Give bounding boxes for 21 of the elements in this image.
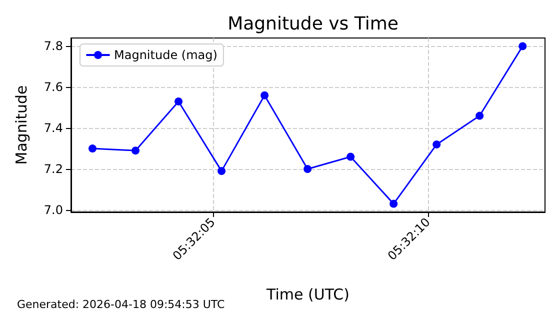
y-tick-label: 7.6 xyxy=(44,80,63,94)
text: Generated: 2026-04-18 09:54:53 UTC xyxy=(17,298,226,311)
chart-title: Magnitude vs Time xyxy=(228,14,398,34)
y-tick-label: 7.2 xyxy=(44,162,63,176)
point xyxy=(132,146,140,155)
point xyxy=(260,91,269,100)
y-tick-label: 7.0 xyxy=(44,202,63,217)
x-axis-title: Time (UTC) xyxy=(266,286,350,304)
point xyxy=(304,165,312,174)
point xyxy=(390,200,398,208)
point xyxy=(174,97,183,106)
point xyxy=(218,167,226,176)
point xyxy=(88,144,96,153)
y-axis-title: Magnitude xyxy=(12,85,30,165)
y-tick-label: 7.8 xyxy=(44,39,63,54)
point xyxy=(432,140,441,148)
point xyxy=(476,112,484,120)
point xyxy=(346,152,355,161)
point xyxy=(518,42,527,50)
y-tick-label: 7.4 xyxy=(44,121,63,136)
legend-label: Magnitude (mag) xyxy=(114,48,218,62)
